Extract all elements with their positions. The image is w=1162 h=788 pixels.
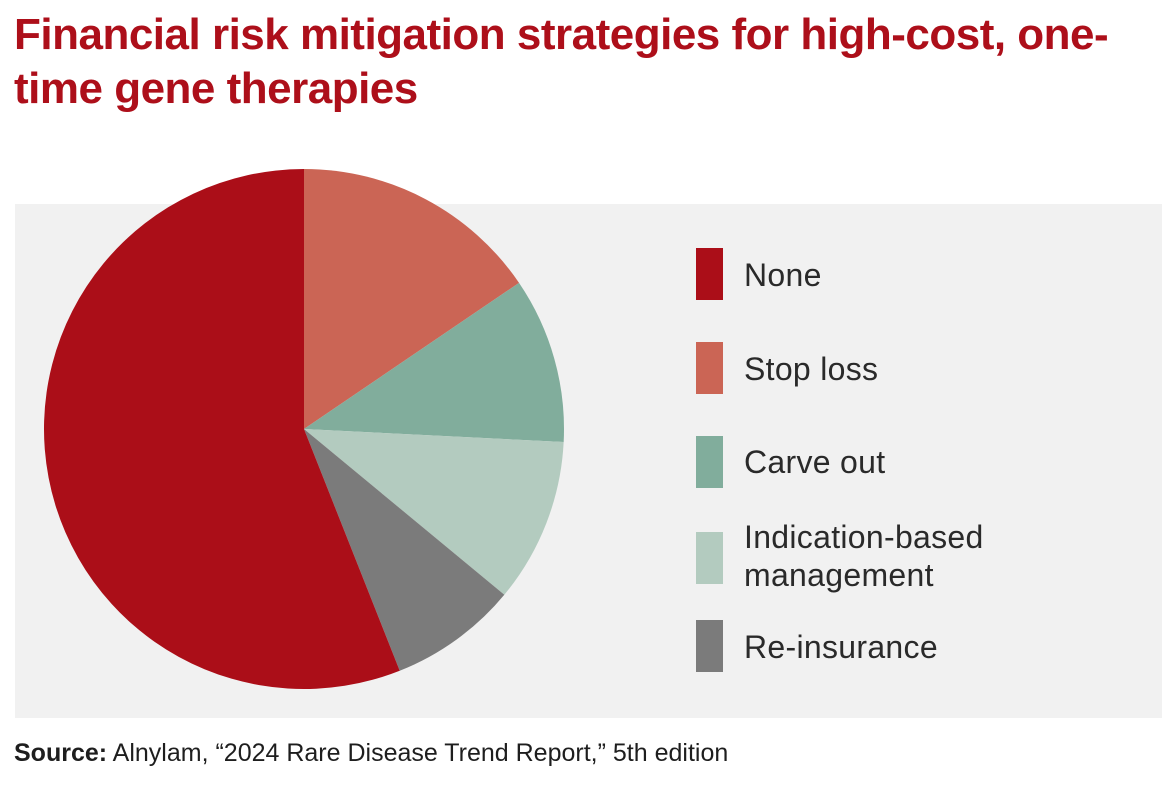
legend-label-re-insurance: Re-insurance bbox=[744, 629, 938, 665]
pie-slice-stop-loss bbox=[304, 169, 520, 429]
pie-slice-re-insurance bbox=[304, 429, 505, 671]
source-note: Source: Alnylam, “2024 Rare Disease Tren… bbox=[14, 736, 728, 770]
legend-swatch-none bbox=[696, 248, 723, 300]
source-text: Alnylam, “2024 Rare Disease Trend Report… bbox=[107, 739, 729, 767]
source-label: Source: bbox=[14, 739, 108, 767]
legend-swatch-stop-loss bbox=[696, 342, 723, 394]
pie-slice-indication-based-management bbox=[304, 429, 564, 595]
pie-slice-carve-out bbox=[304, 282, 564, 443]
legend-swatch-carve-out bbox=[696, 436, 723, 488]
legend-swatch-re-insurance bbox=[696, 620, 723, 672]
chart-legend: None Stop loss Carve out Indication-based m… bbox=[696, 0, 1136, 788]
chart-title: Financial risk mitigation strategies for… bbox=[14, 10, 1109, 113]
legend-label-stop-loss: Stop loss bbox=[744, 351, 879, 387]
pie-slice-none bbox=[43, 169, 400, 690]
legend-label-carve-out: Carve out bbox=[744, 444, 886, 480]
pie-slices bbox=[43, 169, 564, 690]
legend-swatch-indication-based-management bbox=[696, 532, 723, 584]
legend-label-indication-based-management: Indication-based management bbox=[744, 519, 984, 593]
legend-label-none: None bbox=[744, 257, 822, 293]
